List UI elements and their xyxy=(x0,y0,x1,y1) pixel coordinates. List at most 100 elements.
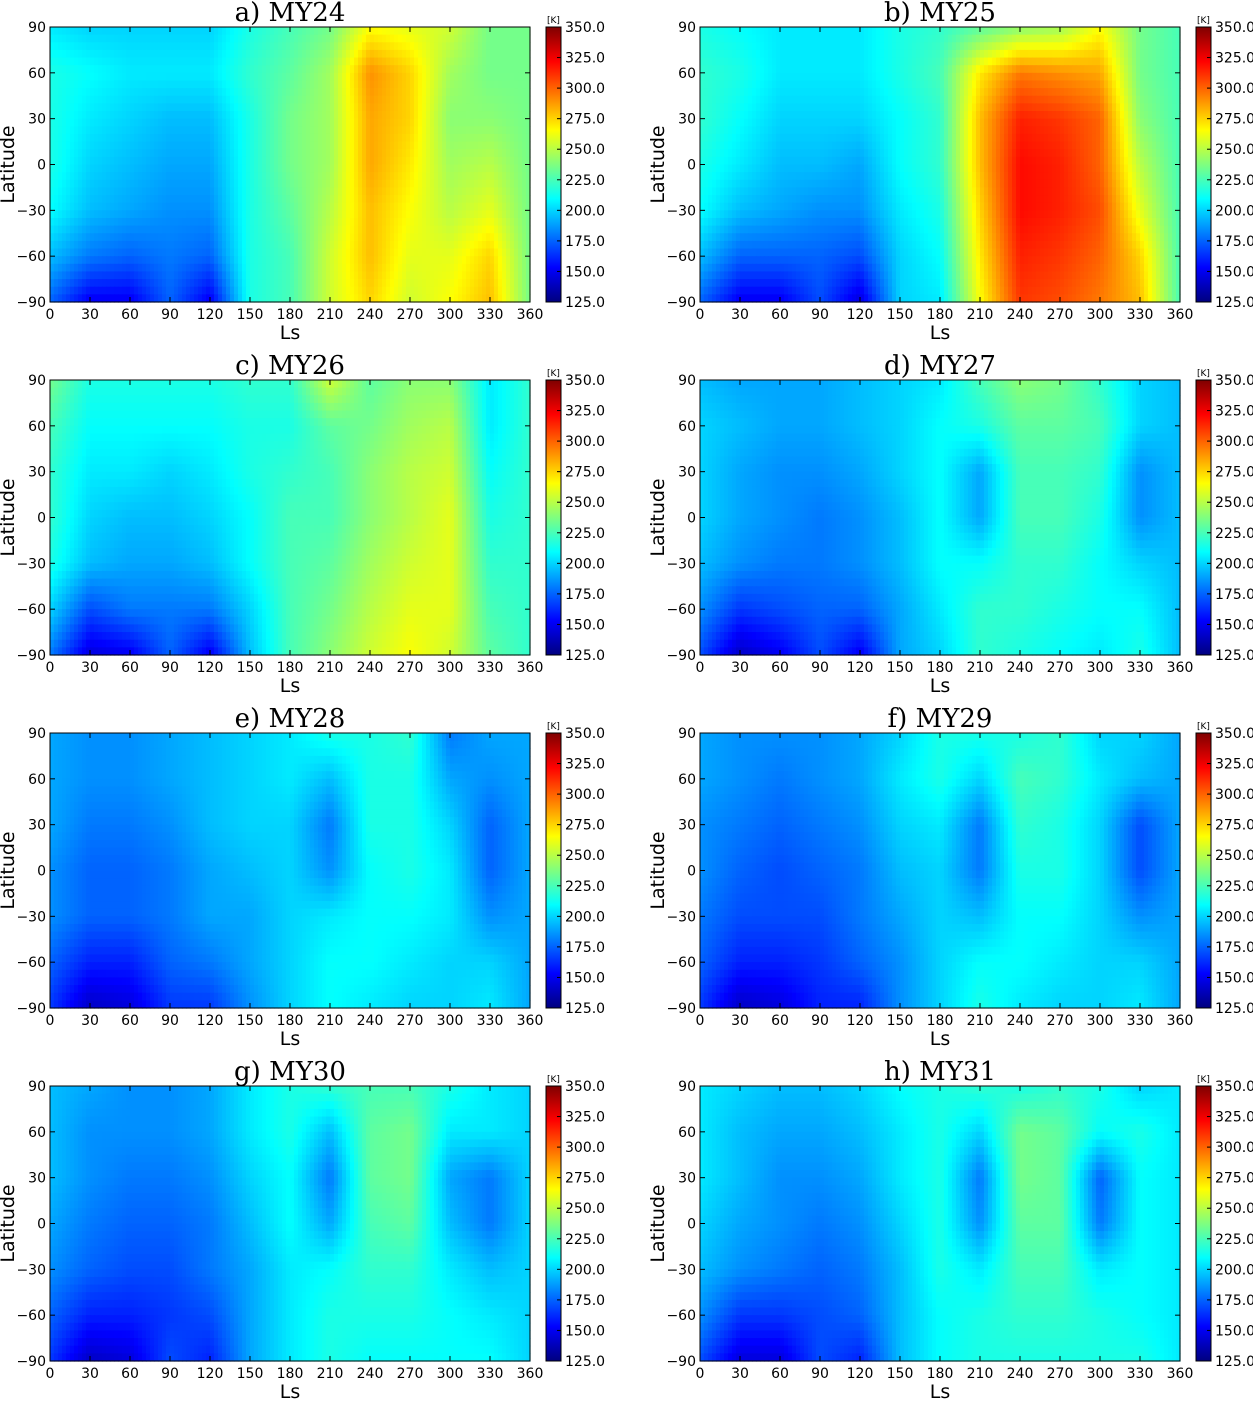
heatmap-cell xyxy=(310,134,315,142)
heatmap-cell xyxy=(486,111,491,119)
heatmap-cell xyxy=(66,264,71,272)
heatmap-cell xyxy=(1112,35,1117,43)
heatmap-cell xyxy=(222,126,227,134)
heatmap-cell xyxy=(114,42,119,50)
heatmap-cell xyxy=(772,42,777,50)
heatmap-cell xyxy=(282,271,287,279)
heatmap-cell xyxy=(282,187,287,195)
heatmap-cell xyxy=(254,241,259,249)
heatmap-cell xyxy=(290,50,295,58)
heatmap-cell xyxy=(282,35,287,43)
heatmap-cell xyxy=(410,65,415,73)
heatmap-cell xyxy=(430,80,435,88)
heatmap-cell xyxy=(514,58,519,66)
heatmap-cell xyxy=(250,241,255,249)
heatmap-cell xyxy=(102,50,107,58)
heatmap-cell xyxy=(270,65,275,73)
heatmap-cell xyxy=(382,35,387,43)
heatmap-cell xyxy=(956,58,961,66)
heatmap-cell xyxy=(426,126,431,134)
heatmap-cell xyxy=(386,180,391,188)
heatmap-cell xyxy=(90,256,95,264)
heatmap-cell xyxy=(972,58,977,66)
heatmap-cell xyxy=(418,65,423,73)
heatmap-cell xyxy=(78,187,83,195)
heatmap-cell xyxy=(258,165,263,173)
heatmap-cell xyxy=(58,195,63,203)
heatmap-cell xyxy=(708,27,713,35)
heatmap-cell xyxy=(198,294,203,302)
heatmap-cell xyxy=(904,27,909,35)
heatmap-cell xyxy=(490,165,495,173)
heatmap-cell xyxy=(262,73,267,81)
heatmap-cell xyxy=(330,119,335,127)
heatmap-cell xyxy=(50,180,55,188)
heatmap-cell xyxy=(736,42,741,50)
heatmap-cell xyxy=(446,180,451,188)
heatmap-cell xyxy=(154,88,159,96)
heatmap-cell xyxy=(62,172,67,180)
heatmap-cell xyxy=(700,42,705,50)
heatmap-cell xyxy=(290,233,295,241)
heatmap-cell xyxy=(314,256,319,264)
heatmap-cell xyxy=(414,233,419,241)
heatmap-cell xyxy=(90,126,95,134)
heatmap-cell xyxy=(86,195,91,203)
heatmap-cell xyxy=(222,27,227,35)
heatmap-cell xyxy=(314,226,319,234)
y-tick-label: 90 xyxy=(28,20,46,36)
heatmap-cell xyxy=(506,172,511,180)
heatmap-cell xyxy=(166,103,171,111)
heatmap-cell xyxy=(892,50,897,58)
heatmap-cell xyxy=(78,119,83,127)
heatmap-cell xyxy=(510,187,515,195)
heatmap-cell xyxy=(190,80,195,88)
heatmap-cell xyxy=(470,226,475,234)
heatmap-cell xyxy=(178,27,183,35)
heatmap-cell xyxy=(58,180,63,188)
heatmap-cell xyxy=(50,210,55,218)
heatmap-cell xyxy=(210,157,215,165)
heatmap-cell xyxy=(242,226,247,234)
heatmap-cell xyxy=(474,80,479,88)
heatmap-cell xyxy=(398,111,403,119)
heatmap-cell xyxy=(406,103,411,111)
heatmap-cell xyxy=(398,233,403,241)
heatmap-cell xyxy=(1036,35,1041,43)
heatmap-cell xyxy=(214,165,219,173)
heatmap-cell xyxy=(214,142,219,150)
heatmap-cell xyxy=(406,241,411,249)
heatmap-cell xyxy=(286,195,291,203)
heatmap-cell xyxy=(122,256,127,264)
heatmap-cell xyxy=(286,165,291,173)
heatmap-cell xyxy=(282,256,287,264)
heatmap-cell xyxy=(78,58,83,66)
heatmap-cell xyxy=(130,233,135,241)
heatmap-cell xyxy=(326,264,331,272)
heatmap-cell xyxy=(848,35,853,43)
heatmap-cell xyxy=(286,287,291,295)
heatmap-cell xyxy=(174,294,179,302)
heatmap-cell xyxy=(230,226,235,234)
heatmap-cell xyxy=(928,35,933,43)
heatmap-cell xyxy=(306,35,311,43)
heatmap-cell xyxy=(266,210,271,218)
heatmap-cell xyxy=(434,256,439,264)
heatmap-cell xyxy=(506,134,511,142)
heatmap-cell xyxy=(952,58,957,66)
heatmap-cell xyxy=(66,58,71,66)
heatmap-cell xyxy=(298,271,303,279)
heatmap-cell xyxy=(138,111,143,119)
heatmap-cell xyxy=(482,264,487,272)
heatmap-cell xyxy=(1020,58,1025,66)
heatmap-cell xyxy=(70,103,75,111)
heatmap-cell xyxy=(210,42,215,50)
heatmap-cell xyxy=(294,58,299,66)
heatmap-cell xyxy=(470,180,475,188)
heatmap-cell xyxy=(246,233,251,241)
heatmap-cell xyxy=(832,50,837,58)
heatmap-cell xyxy=(446,134,451,142)
heatmap-cell xyxy=(274,157,279,165)
heatmap-cell xyxy=(522,180,527,188)
heatmap-cell xyxy=(190,294,195,302)
